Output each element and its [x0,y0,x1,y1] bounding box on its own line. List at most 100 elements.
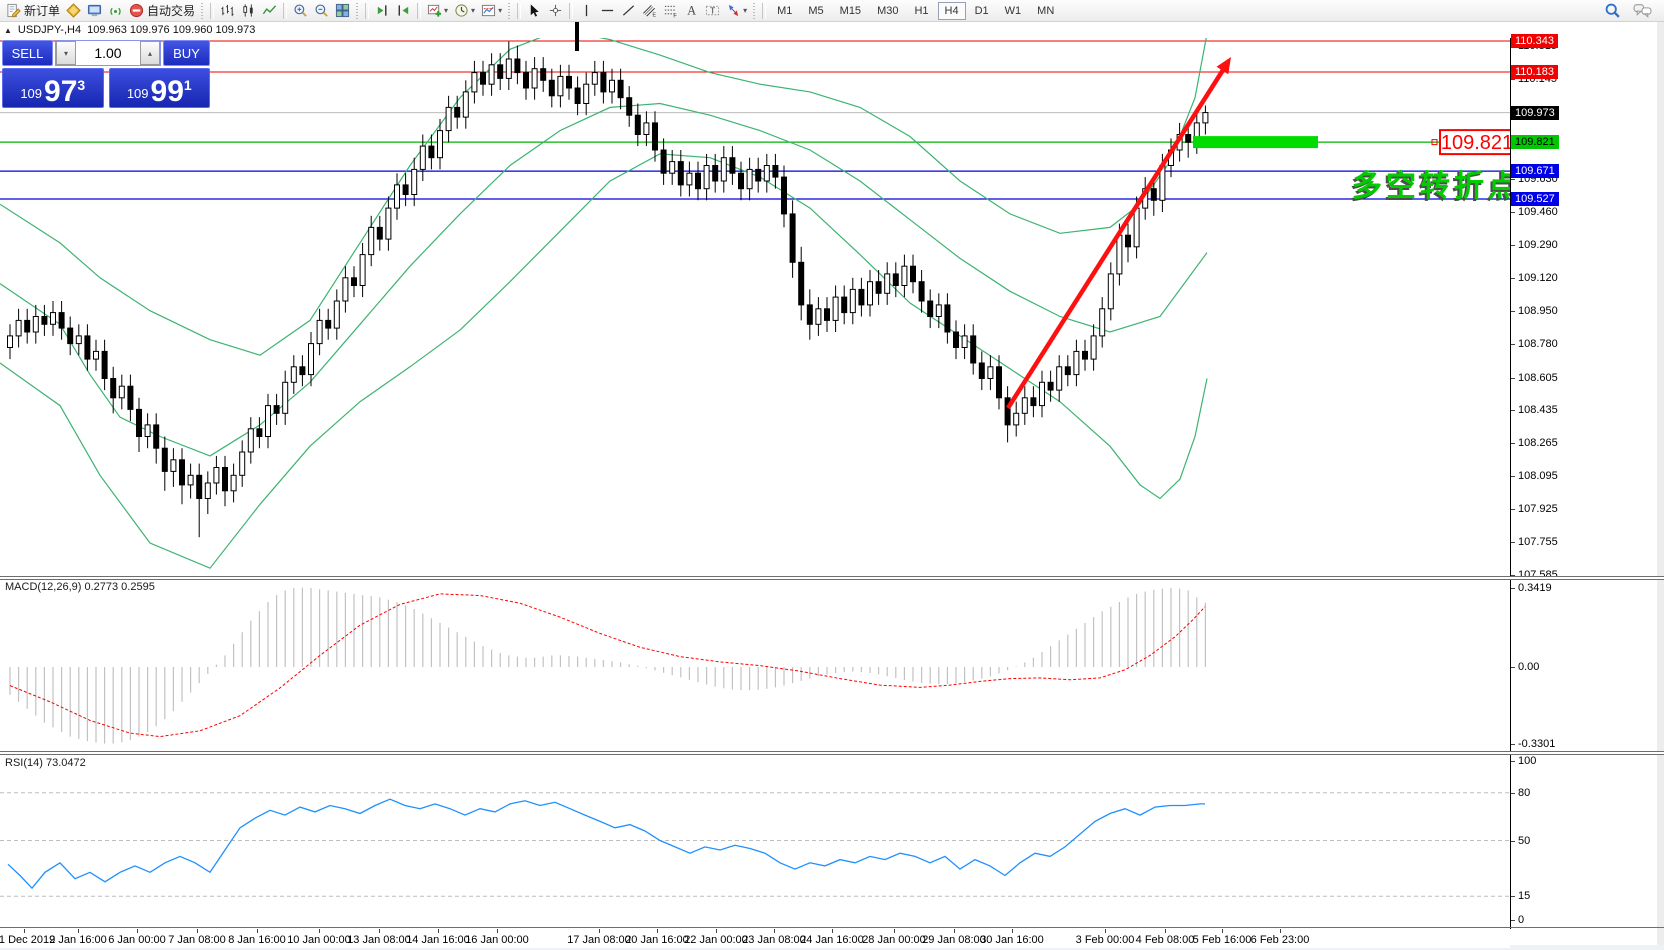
new-order-button[interactable]: 新订单 [3,1,63,21]
bull-candle [471,72,478,93]
arrows-button[interactable]: ▾ [723,1,750,21]
search-button[interactable] [1601,1,1624,21]
time-tick [657,929,658,933]
bull-candle [394,184,400,209]
line-chart-button[interactable] [259,1,280,21]
fibonacci-button[interactable]: F [660,1,681,21]
candlestick-button[interactable] [238,1,259,21]
channel-button[interactable]: E [639,1,660,21]
bull-candle [867,281,873,306]
templates-button[interactable]: ▾ [478,1,505,21]
toolbar-drag-handle[interactable] [200,2,206,19]
price-tick [1511,410,1515,412]
bull-candle [531,68,538,89]
time-label: 14 Jan 16:00 [406,934,470,946]
price-label: 108.605 [1518,371,1558,384]
timeframe-m15[interactable]: M15 [839,4,862,17]
dropdown-caret-icon[interactable]: ▾ [444,6,449,15]
toolbar-drag-handle[interactable] [752,2,758,19]
sell-price-button[interactable]: 109 97 3 [2,68,104,108]
price-axis[interactable]: 110.315110.145109.805109.630109.460109.2… [1511,34,1657,929]
macd-splitter[interactable] [0,576,1664,580]
volume-decrease-button[interactable]: ▾ [55,41,76,65]
bull-candle [265,405,271,438]
bar-chart-button[interactable] [217,1,238,21]
timeframe-m5[interactable]: M5 [808,4,824,17]
bull-candle [1013,412,1020,426]
support-zone-rectangle[interactable] [1193,136,1318,149]
trendline-button[interactable] [618,1,639,21]
auto-scroll-button[interactable] [393,1,414,21]
zoom-out-button[interactable] [311,1,332,21]
trend-arrow-shaft[interactable] [1006,68,1225,410]
rsi-scale-label: 80 [1518,786,1531,799]
timeframe-m30[interactable]: M30 [877,4,899,17]
toolbar-drag-handle[interactable] [507,2,513,19]
timeframe-m1[interactable]: M1 [777,4,793,17]
quote-collapse-icon[interactable]: ▲ [4,25,12,35]
bear-candle [1185,134,1192,143]
time-label: 24 Jan 16:00 [800,934,864,946]
volume-increase-button[interactable]: ▴ [139,41,160,65]
timeframe-h4[interactable]: H4 [937,1,966,20]
price-level-label-box[interactable] [1439,129,1510,156]
time-tick [137,929,138,933]
periods-button[interactable]: ▾ [451,1,478,21]
bear-candle [222,467,228,492]
crosshair-button[interactable] [545,1,566,21]
chart-ohlc-quotes: 109.963 109.976 109.960 109.973 [87,24,256,36]
bull-candle [686,172,693,186]
bull-candle [557,75,564,97]
chat-button[interactable] [1630,1,1655,21]
timeframe-w1[interactable]: W1 [1004,4,1022,17]
tile-windows-button[interactable] [332,1,353,21]
autotrading-button[interactable]: 自动交易 [126,1,198,21]
price-tick [1511,542,1515,544]
hline-button[interactable] [597,1,618,21]
bear-candle [523,72,529,89]
dropdown-caret-icon[interactable]: ▾ [498,6,503,15]
indicators-button[interactable]: ▾ [424,1,451,21]
bull-candle [7,335,13,348]
rsi-splitter[interactable] [0,751,1664,755]
bull-candle [342,277,349,302]
annotation-text[interactable]: 多空转折点 [1352,170,1510,203]
market-button[interactable] [63,1,84,21]
bull-candle [75,335,82,345]
bear-candle [970,335,977,364]
label-button[interactable]: T [702,1,723,21]
crosshair-icon [548,3,563,18]
rsi-panel[interactable] [0,755,1510,928]
vline-button[interactable] [576,1,597,21]
timeframe-d1[interactable]: D1 [974,4,989,17]
terminal-button[interactable] [84,1,105,21]
rsi-scale-label: 50 [1518,834,1531,847]
toolbar-drag-handle[interactable] [355,2,361,19]
price-badge-109.973: 109.973 [1511,105,1559,120]
bear-candle [1125,234,1131,248]
svg-text:A: A [687,4,696,18]
sell-button[interactable]: SELL [2,40,53,66]
dropdown-caret-icon[interactable]: ▾ [743,6,748,15]
macd-panel[interactable] [0,579,1510,751]
volume-input[interactable] [75,41,140,65]
text-button[interactable]: A [681,1,702,21]
buy-button[interactable]: BUY [162,40,210,66]
bear-candle [101,350,108,379]
timeframe-h1[interactable]: H1 [914,4,929,17]
cursor-button[interactable] [524,1,545,21]
sell-price-pip: 3 [77,77,86,93]
dropdown-caret-icon[interactable]: ▾ [471,6,476,15]
chart-shift-button[interactable] [372,1,393,21]
bear-candle [153,424,160,449]
signals-button[interactable] [105,1,126,21]
time-tick [1222,929,1223,933]
timeframe-mn[interactable]: MN [1037,4,1055,17]
zoom-in-button[interactable] [290,1,311,21]
bull-candle [170,459,177,472]
buy-price-button[interactable]: 109 99 1 [108,68,210,108]
bull-candle [50,312,56,325]
vertical-line-object[interactable] [575,13,579,51]
